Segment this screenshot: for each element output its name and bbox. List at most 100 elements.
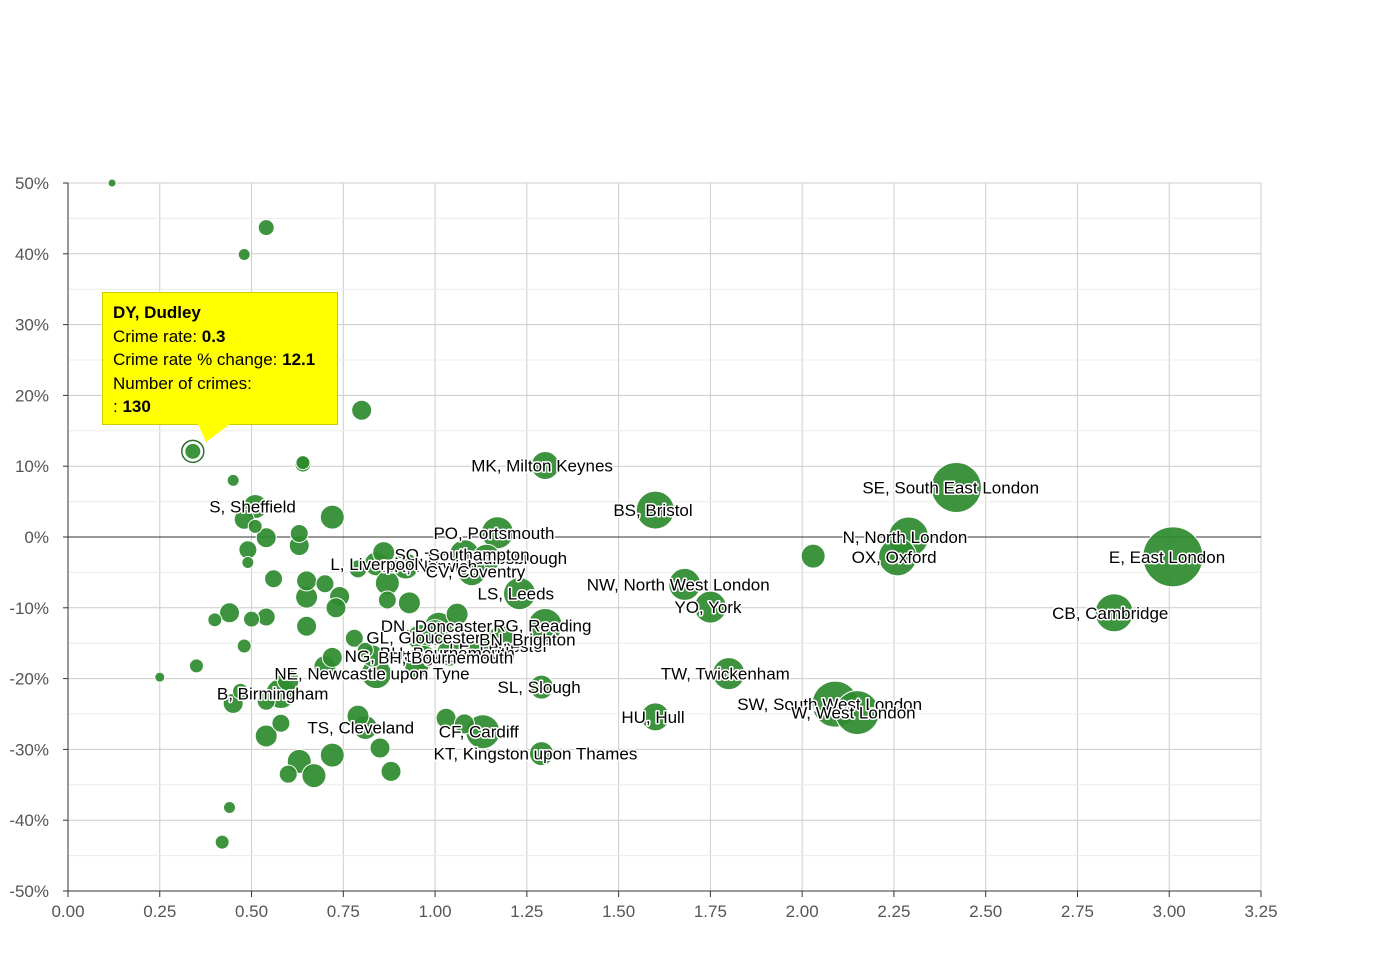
point-label: SL, Slough bbox=[498, 678, 581, 697]
point-label: NE, Newcastle upon Tyne bbox=[274, 665, 469, 684]
data-point bbox=[256, 607, 276, 627]
data-point bbox=[247, 518, 263, 534]
data-point bbox=[236, 638, 252, 654]
point-label: DN, Doncaster bbox=[381, 617, 493, 636]
point-label: SW, South West London bbox=[737, 695, 922, 714]
tooltip: DY, Dudley Crime rate: 0.3 Crime rate % … bbox=[102, 292, 338, 425]
x-tick-label: 3.25 bbox=[1244, 902, 1277, 921]
data-point bbox=[480, 516, 514, 550]
data-point bbox=[529, 674, 555, 700]
data-point bbox=[377, 590, 397, 610]
x-tick-label: 0.25 bbox=[143, 902, 176, 921]
data-point bbox=[465, 632, 493, 660]
data-point bbox=[243, 610, 261, 628]
highlight-ring bbox=[181, 439, 205, 464]
data-point bbox=[255, 527, 277, 549]
point-label: NR, Norwich bbox=[382, 557, 477, 576]
data-point bbox=[348, 559, 368, 579]
y-tick-label: 0% bbox=[24, 528, 49, 547]
tooltip-crime-rate-label: Crime rate: bbox=[113, 326, 202, 346]
data-point bbox=[344, 628, 364, 648]
y-tick-label: -10% bbox=[9, 599, 49, 618]
data-point bbox=[107, 178, 117, 188]
data-point bbox=[223, 800, 237, 814]
data-point bbox=[800, 543, 826, 569]
data-point bbox=[254, 724, 278, 748]
point-label: OX, Oxford bbox=[852, 548, 937, 567]
x-tick-label: 1.50 bbox=[602, 902, 635, 921]
tooltip-crimes-label: Number of crimes: bbox=[113, 373, 252, 393]
point-label: GL, Gloucester bbox=[366, 629, 481, 648]
data-point bbox=[315, 574, 335, 594]
data-point bbox=[295, 455, 311, 471]
point-label: BH, Bournemouth bbox=[378, 648, 513, 667]
x-tick-label: 0.75 bbox=[327, 902, 360, 921]
data-point bbox=[321, 646, 343, 668]
x-tick-label: 2.00 bbox=[786, 902, 819, 921]
point-label: CB, Cambridge bbox=[1052, 604, 1168, 623]
point-label: L, Liverpool bbox=[330, 555, 418, 574]
data-point bbox=[325, 597, 347, 619]
data-point bbox=[289, 523, 309, 543]
point-label: LS, Leeds bbox=[478, 585, 555, 604]
point-label: TW, Twickenham bbox=[661, 665, 790, 684]
point-labels: MK, Milton Keynes SE, South East London BS… bbox=[208, 455, 1227, 765]
y-tick-label: -50% bbox=[9, 882, 49, 901]
data-point bbox=[214, 834, 230, 850]
data-point bbox=[712, 657, 746, 691]
point-label: HU, Hull bbox=[621, 708, 684, 727]
x-tick-label: 3.00 bbox=[1153, 902, 1186, 921]
x-tick-label: 2.25 bbox=[877, 902, 910, 921]
point-label: CV, Coventry bbox=[426, 563, 526, 582]
point-label: KT, Kingston upon Thames bbox=[434, 745, 638, 764]
data-point bbox=[276, 668, 300, 692]
y-tick-label: 10% bbox=[15, 457, 49, 476]
data-point bbox=[319, 742, 345, 768]
point-label: E, East London bbox=[1109, 548, 1225, 567]
data-point bbox=[878, 537, 918, 577]
y-tick-label: 40% bbox=[15, 245, 49, 264]
data-point bbox=[232, 682, 250, 700]
tooltip-arrow bbox=[198, 424, 230, 442]
tooltip-crimes: : 130 bbox=[113, 395, 327, 419]
point-label: B, Birmingham bbox=[217, 684, 328, 703]
data-point bbox=[693, 590, 727, 624]
data-point bbox=[184, 442, 202, 460]
data-point bbox=[527, 608, 563, 643]
data-point bbox=[219, 602, 241, 624]
data-point bbox=[207, 612, 223, 628]
data-point bbox=[668, 567, 702, 601]
data-point bbox=[237, 248, 251, 262]
tooltip-change-value: 12.1 bbox=[282, 350, 316, 369]
data-point bbox=[453, 713, 475, 735]
data-point bbox=[1094, 593, 1134, 633]
data-point bbox=[264, 569, 284, 589]
data-point bbox=[404, 653, 430, 679]
tooltip-crimes-prefix: : bbox=[113, 397, 123, 416]
point-label: RG, Reading bbox=[493, 617, 591, 636]
x-tick-label: 1.25 bbox=[510, 902, 543, 921]
point-label: SO, Southampton bbox=[394, 546, 529, 565]
data-point bbox=[529, 741, 555, 767]
point-label: BS, Bristol bbox=[613, 501, 692, 520]
y-tick-label: -30% bbox=[9, 740, 49, 759]
tooltip-title: DY, Dudley bbox=[113, 303, 201, 322]
point-label: YO, York bbox=[674, 598, 742, 617]
tooltip-change-label: Crime rate % change: bbox=[113, 350, 283, 369]
data-point bbox=[271, 713, 291, 733]
point-label: MK, Milton Keynes bbox=[471, 456, 613, 475]
point-label: NW, North West London bbox=[587, 575, 770, 594]
data-point bbox=[351, 399, 373, 421]
data-point bbox=[930, 461, 982, 513]
data-point bbox=[369, 737, 391, 759]
tooltip-crime-rate-value: 0.3 bbox=[201, 326, 226, 346]
data-point bbox=[457, 557, 487, 587]
point-label: SE, South East London bbox=[862, 478, 1039, 497]
data-point bbox=[154, 671, 166, 683]
data-point bbox=[445, 602, 469, 626]
point-label: N, North London bbox=[843, 528, 968, 547]
data-point bbox=[640, 702, 670, 732]
data-point bbox=[257, 219, 275, 237]
data-points bbox=[107, 178, 1204, 850]
